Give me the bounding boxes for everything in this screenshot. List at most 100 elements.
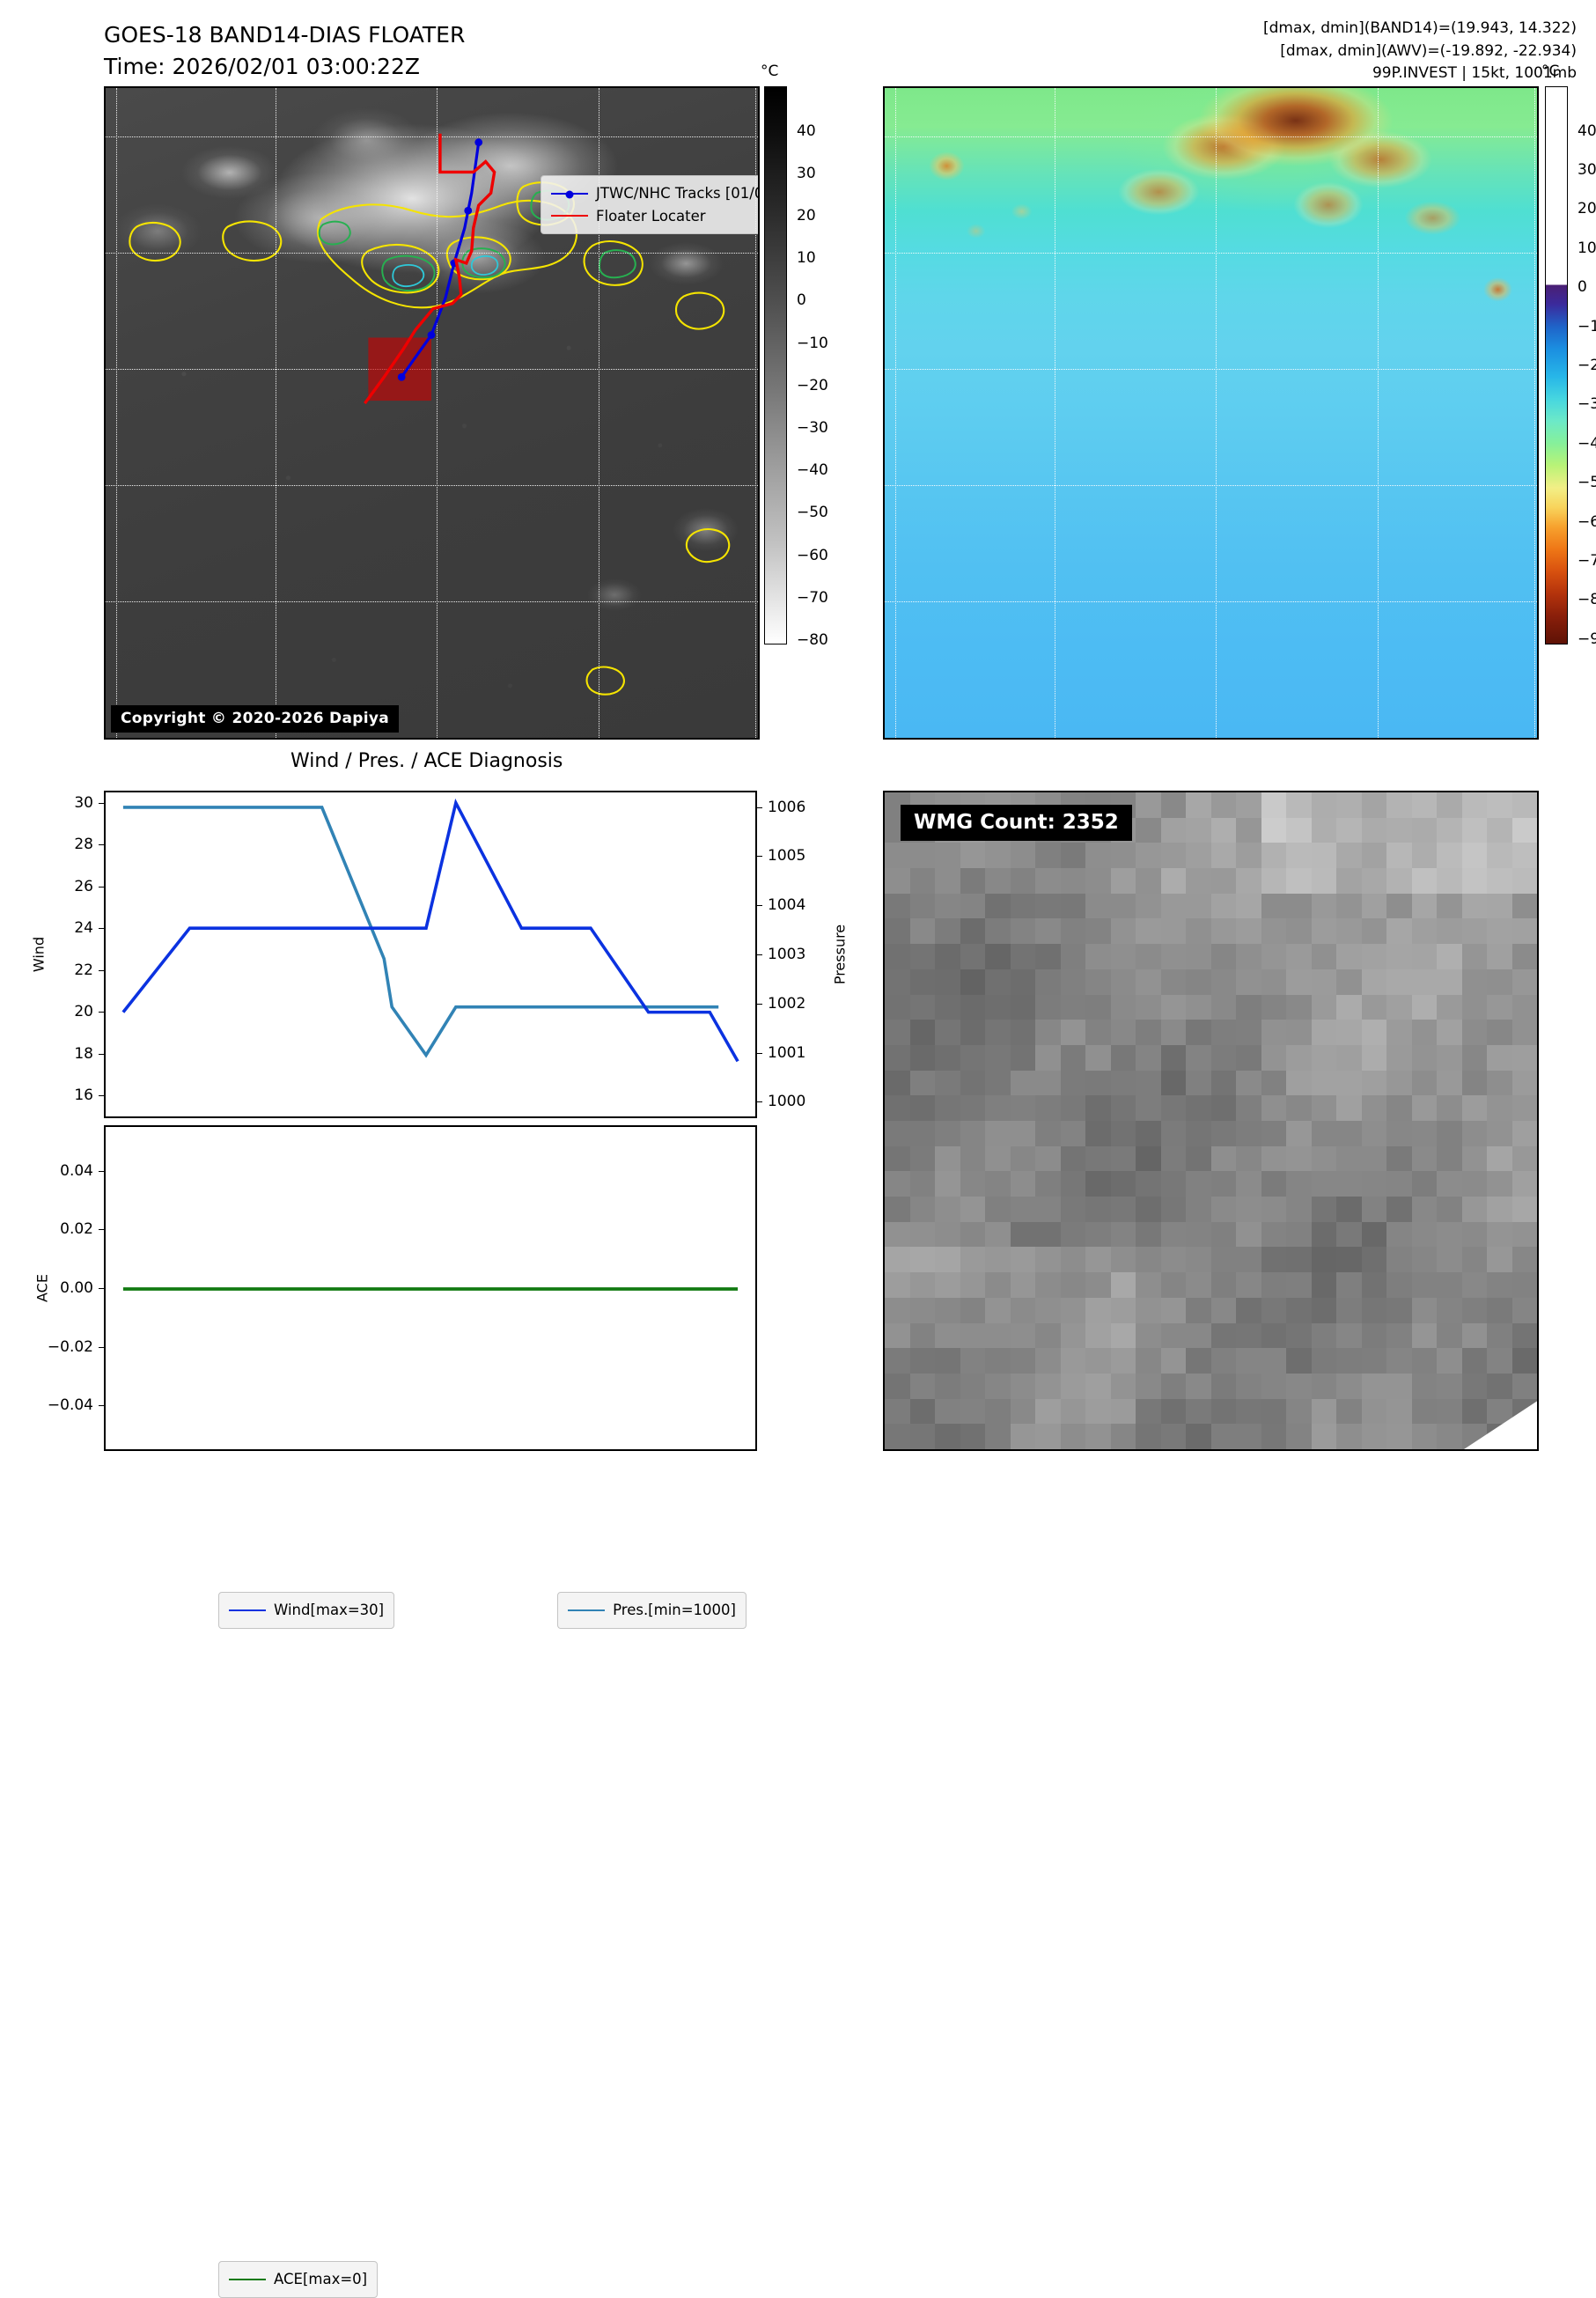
wmg-pixel-cell (1511, 1221, 1537, 1248)
ir-colorbar[interactable]: °C 40 30 20 10 0 −10 −20 −30 −40 −50 −60… (761, 63, 828, 649)
wmg-pixel-cell (1386, 1373, 1412, 1399)
wind-pressure-chart[interactable]: Wind Pressure 30 28 26 24 22 20 18 16 10… (30, 791, 849, 1629)
wmg-pixel-cell (1311, 1121, 1336, 1146)
wmg-pixel-cell (1236, 868, 1261, 894)
pressure-axis-label: Pressure (831, 924, 849, 985)
wmg-pixel-cell (1210, 1221, 1236, 1248)
wmg-pixel-cell (1261, 1044, 1286, 1071)
meta-band14-range: [dmax, dmin](BAND14)=(19.943, 14.322) (1262, 19, 1577, 37)
wind-tick: 24 (74, 919, 93, 938)
wmg-pixel-cell (960, 1398, 985, 1425)
wmg-pixel-cell (1261, 817, 1286, 843)
wmg-pixel-cell (1010, 1424, 1035, 1449)
pressure-tick: 1002 (768, 994, 806, 1013)
wmg-pixel-cell (1060, 1247, 1085, 1273)
wmg-pixel-cell (1361, 1221, 1386, 1248)
wmg-pixel-cell (1186, 944, 1211, 969)
ace-chart[interactable]: ACE 0.04 0.02 0.00 −0.02 −0.04 ACE[max=0… (34, 1125, 757, 2298)
wmg-pixel-cell (1110, 969, 1136, 995)
graticule-line-horizontal (106, 484, 758, 486)
wmg-pixel-cell (985, 1322, 1011, 1349)
wmg-pixel-cell (1437, 1272, 1462, 1298)
wmg-pixel-cell (1311, 1247, 1336, 1273)
wmg-pixel-cell (1336, 1348, 1362, 1374)
wmg-pixel-cell (1261, 843, 1286, 869)
wmg-pixel-cell (1261, 868, 1286, 894)
wmg-pixel-cell (1210, 1044, 1236, 1071)
wmg-pixel-cell (1411, 944, 1437, 969)
ir-lat-tick: 24°S (104, 360, 106, 377)
wmg-pixel-cell (1136, 1424, 1161, 1449)
wv-colorbar-tick: −40 (1578, 434, 1596, 453)
wmg-pixel-cell (1060, 1171, 1085, 1197)
ace-axis-label: ACE (33, 1274, 51, 1302)
wmg-pixel-cell (1210, 944, 1236, 969)
wmg-pixel-cell (985, 1348, 1011, 1374)
wmg-pixel-cell (1487, 1121, 1512, 1146)
wmg-pixel-cell (1437, 1424, 1462, 1449)
wmg-pixel-cell (960, 1095, 985, 1121)
wmg-pixel-cell (1286, 1221, 1312, 1248)
wmg-pixel-cell (1511, 1121, 1537, 1146)
wmg-pixel-cell (1361, 1095, 1386, 1121)
wmg-zoom-image[interactable]: WMG Count: 2352 (883, 791, 1539, 1451)
wmg-pixel-cell (1437, 868, 1462, 894)
wmg-pixel-cell (1361, 969, 1386, 995)
wmg-pixel-cell (1236, 918, 1261, 945)
wmg-pixel-cell (1437, 1020, 1462, 1045)
wmg-pixel-cell (1336, 1272, 1362, 1298)
wmg-pixel-cell (1236, 1044, 1261, 1071)
wmg-pixel-cell (1261, 994, 1286, 1020)
wmg-pixel-cell (1286, 893, 1312, 919)
ir-floater-image[interactable]: JTWC/NHC Tracks [01/0000Z] Floater Locat… (104, 86, 760, 740)
wmg-pixel-cell (1160, 918, 1186, 945)
wv-colorbar[interactable]: °C 40 30 20 10 0 −10 −20 −30 −40 −50 −60… (1541, 63, 1596, 648)
wmg-pixel-cell (1411, 918, 1437, 945)
wmg-pixel-cell (1487, 1171, 1512, 1197)
wmg-pixel-cell (1035, 1247, 1061, 1273)
wmg-pixel-cell (935, 1070, 960, 1096)
wmg-pixel-cell (1511, 1197, 1537, 1222)
wmg-pixel-cell (935, 1373, 960, 1399)
wmg-pixel-cell (1160, 843, 1186, 869)
wmg-pixel-cell (1411, 1297, 1437, 1323)
wmg-pixel-cell (1210, 817, 1236, 843)
wmg-pixel-cell (1336, 1373, 1362, 1399)
wmg-pixel-cell (935, 843, 960, 869)
wv-convection-field (885, 88, 1537, 738)
wmg-pixel-cell (1160, 1247, 1186, 1273)
wmg-pixel-cell (1210, 792, 1236, 818)
wmg-pixel-cell (1136, 1348, 1161, 1374)
wmg-pixel-cell (1136, 1197, 1161, 1222)
wmg-pixel-cell (1511, 1373, 1537, 1399)
wmg-pixel-cell (1085, 944, 1111, 969)
wmg-pixel-cell (1411, 1348, 1437, 1374)
wmg-pixel-cell (1487, 1145, 1512, 1172)
wmg-pixel-cell (1461, 1398, 1487, 1425)
pressure-series-line (122, 806, 719, 1058)
wmg-pixel-cell (1136, 1070, 1161, 1096)
wmg-pixel-cell (1311, 817, 1336, 843)
pressure-tickmark (755, 954, 762, 955)
awv-water-vapour-image[interactable]: 20°S 22°S 24°S 26°S 28°S 178°W 176°W 174… (883, 86, 1539, 740)
wv-colorbar-tick: −80 (1578, 591, 1596, 609)
wmg-pixel-cell (985, 1020, 1011, 1045)
wmg-pixel-cell (1286, 1145, 1312, 1172)
wmg-pixel-cell (1437, 1221, 1462, 1248)
wmg-pixel-cell (1085, 1322, 1111, 1349)
wmg-pixel-cell (1160, 1070, 1186, 1096)
wmg-pixel-cell (935, 1095, 960, 1121)
wmg-pixel-cell (1461, 918, 1487, 945)
floater-locater-track (364, 133, 496, 405)
wmg-pixel-cell (1035, 893, 1061, 919)
pressure-tick: 1005 (768, 847, 806, 865)
wmg-pixel-cell (985, 1221, 1011, 1248)
graticule-line-horizontal (106, 368, 758, 370)
wmg-pixel-cell (1361, 843, 1386, 869)
ir-lat-tick: 28°S (104, 593, 106, 610)
wind-tick: 26 (74, 877, 93, 895)
wmg-pixel-cell (1487, 969, 1512, 995)
wmg-pixel-cell (960, 1272, 985, 1298)
wmg-pixel-cell (1085, 1398, 1111, 1425)
wmg-pixel-cell (1261, 1247, 1286, 1273)
